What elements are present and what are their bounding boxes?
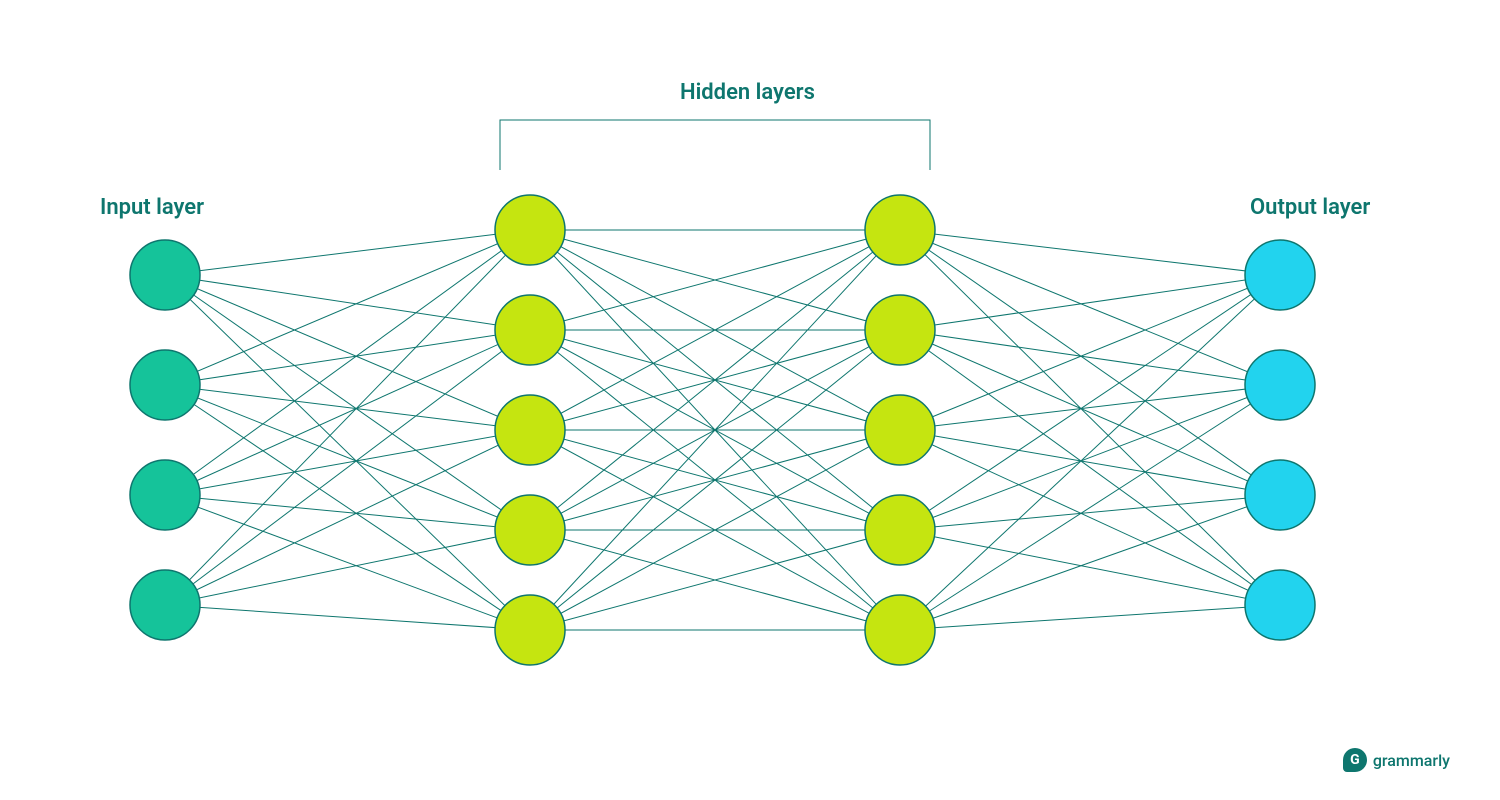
grammarly-logo: G grammarly <box>1343 748 1450 772</box>
edge <box>165 275 530 330</box>
edge <box>900 430 1280 495</box>
edge <box>900 385 1280 430</box>
hidden1-node <box>495 595 565 665</box>
edge <box>900 495 1280 530</box>
hidden2-node <box>865 595 935 665</box>
hidden2-node <box>865 395 935 465</box>
edge <box>900 330 1280 605</box>
input-node <box>130 350 200 420</box>
output-node <box>1245 350 1315 420</box>
edge <box>900 230 1280 605</box>
edge <box>165 230 530 385</box>
edge <box>900 230 1280 275</box>
edge <box>165 385 530 430</box>
edge <box>165 330 530 605</box>
output-node <box>1245 240 1315 310</box>
input-node <box>130 460 200 530</box>
edge <box>900 230 1280 495</box>
edge <box>165 230 530 275</box>
input-node <box>130 570 200 640</box>
edge <box>165 430 530 495</box>
neural-network-diagram <box>0 0 1500 800</box>
hidden2-node <box>865 495 935 565</box>
output-node <box>1245 570 1315 640</box>
edge <box>165 330 530 495</box>
input-layer-label: Input layer <box>100 195 204 220</box>
hidden-layers-label: Hidden layers <box>680 80 815 105</box>
edge <box>900 275 1280 530</box>
hidden1-node <box>495 295 565 365</box>
edge <box>900 495 1280 630</box>
edge <box>900 275 1280 630</box>
grammarly-logo-mark: G <box>1343 748 1367 772</box>
edge <box>900 330 1280 495</box>
hidden2-node <box>865 195 935 265</box>
edge <box>165 275 530 530</box>
hidden1-node <box>495 395 565 465</box>
grammarly-logo-text: grammarly <box>1373 751 1450 770</box>
edge <box>900 430 1280 605</box>
edge <box>165 605 530 630</box>
output-layer-label: Output layer <box>1250 195 1370 220</box>
edge <box>900 605 1280 630</box>
edge <box>165 495 530 630</box>
edge <box>165 230 530 495</box>
edge <box>900 275 1280 330</box>
edge <box>165 430 530 605</box>
edge <box>900 230 1280 385</box>
hidden2-node <box>865 295 935 365</box>
hidden1-node <box>495 495 565 565</box>
edge <box>165 275 530 630</box>
hidden-layers-bracket <box>500 120 930 170</box>
edge <box>900 330 1280 385</box>
output-node <box>1245 460 1315 530</box>
edge <box>165 495 530 530</box>
edge <box>165 230 530 605</box>
edge <box>165 330 530 385</box>
hidden1-node <box>495 195 565 265</box>
edges-group <box>165 230 1280 630</box>
input-node <box>130 240 200 310</box>
